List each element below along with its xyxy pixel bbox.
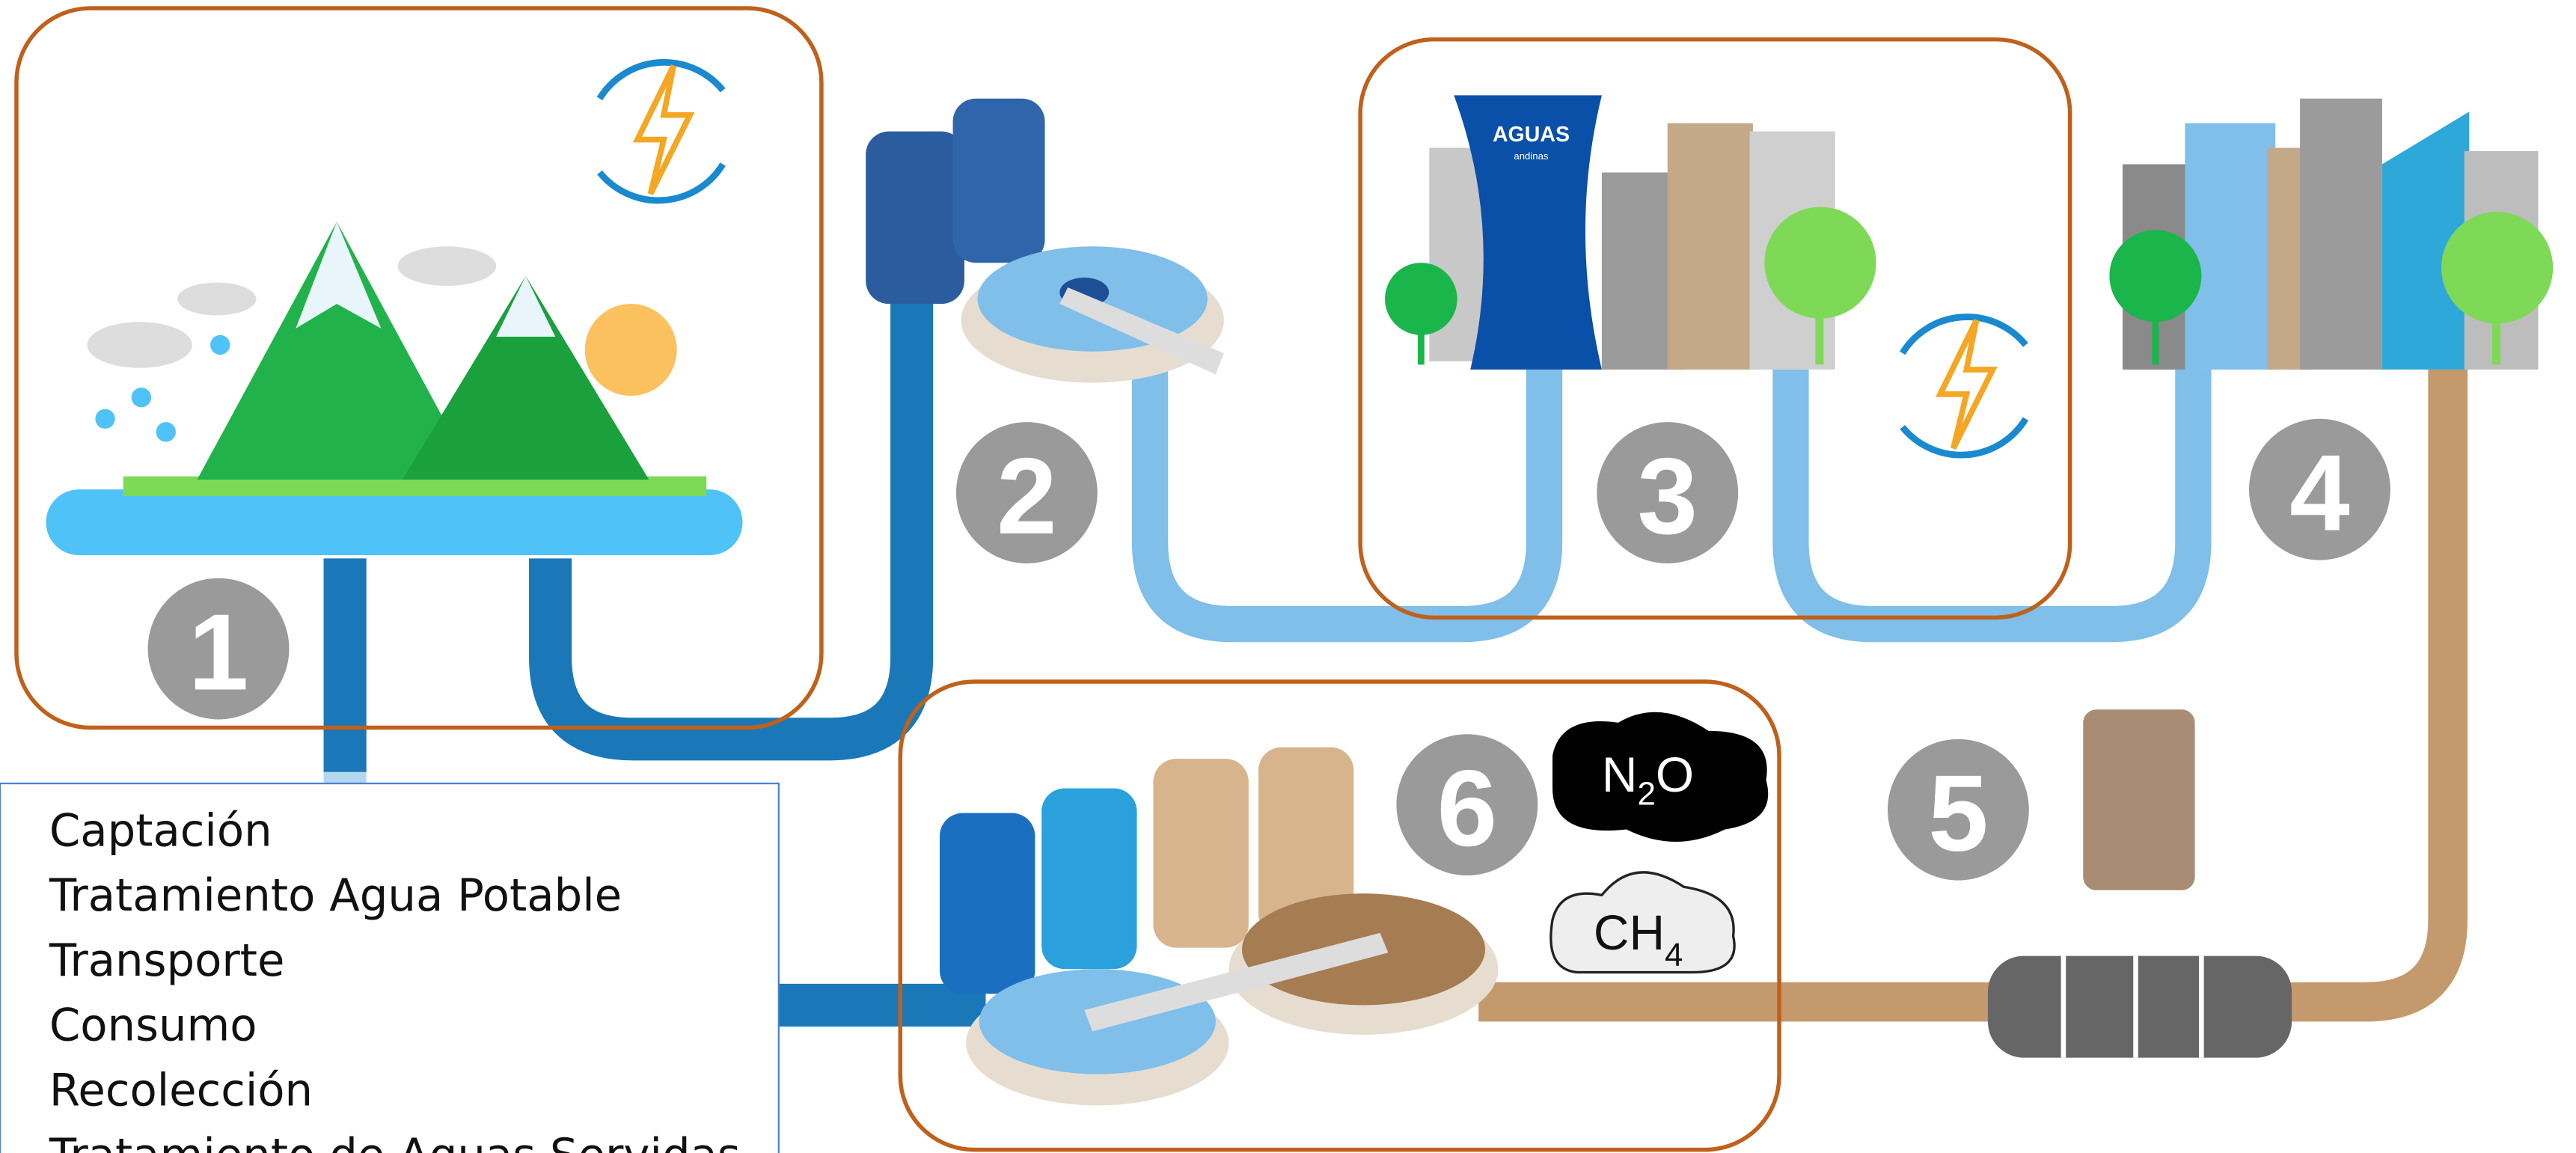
- step-number: 1: [189, 591, 249, 712]
- gas-sub: 4: [1665, 937, 1683, 973]
- city: AGUAS andinas: [1385, 95, 1876, 370]
- legend-item: Consumo: [49, 1000, 257, 1051]
- step-number: 3: [1637, 435, 1698, 557]
- step-number: 2: [997, 435, 1057, 557]
- logo: AGUAS: [1493, 123, 1570, 147]
- gas-part: O: [1656, 747, 1694, 802]
- diagram: AGUAS andinas N2O CH4: [0, 0, 2576, 1153]
- landscape: [46, 221, 742, 555]
- frame: [16, 8, 822, 727]
- step-number: 6: [1437, 747, 1498, 869]
- pipe: [1790, 370, 2193, 624]
- gas-part: CH: [1594, 905, 1665, 960]
- gas-part: N: [1602, 747, 1638, 802]
- pump: [1988, 709, 2292, 1057]
- pipe: [1150, 345, 1544, 624]
- legend-item: Captación: [49, 805, 272, 857]
- legend-item: Recolección: [49, 1064, 313, 1116]
- wastewater-plant: N2O CH4: [940, 712, 1768, 1106]
- page: AGUAS andinas N2O CH4: [0, 0, 2576, 1153]
- legend-item: Tratamiento Agua Potable: [49, 869, 622, 921]
- logo-sub: andinas: [1514, 150, 1549, 162]
- legend-item: Transporte: [49, 935, 285, 986]
- gas-sub: 2: [1637, 776, 1655, 813]
- step-number: 4: [2289, 432, 2350, 554]
- city: [2109, 99, 2553, 370]
- legend-item: Tratamiento de Aguas Servidas: [49, 1129, 741, 1153]
- step-number: 5: [1928, 753, 1989, 874]
